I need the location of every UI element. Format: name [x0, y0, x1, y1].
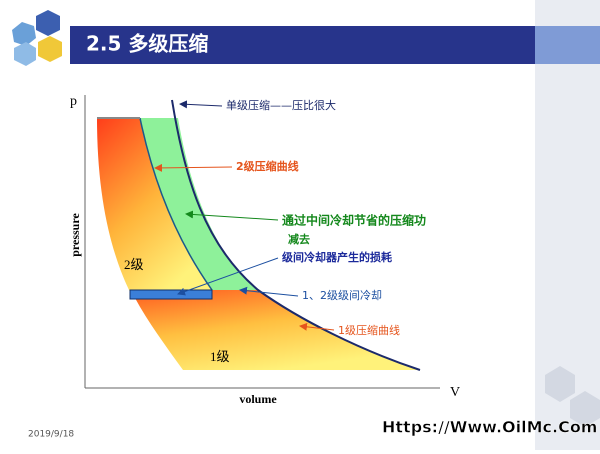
header-bar — [70, 26, 535, 64]
slide-title: 2.5 多级压缩 — [86, 32, 208, 56]
x-label: volume — [239, 392, 277, 406]
watermark: Https://Www.OilMc.Com — [382, 418, 597, 437]
arrow — [185, 210, 279, 221]
x-symbol: V — [450, 385, 460, 400]
annotation: 单级压缩——压比很大 — [226, 98, 336, 112]
y-symbol: p — [70, 94, 77, 109]
region-label: 2级 — [124, 257, 144, 272]
annotation: 减去 — [288, 232, 310, 246]
arrow — [177, 257, 279, 296]
annotation: 1级压缩曲线 — [338, 323, 400, 337]
arrow — [299, 322, 335, 331]
arrow — [154, 163, 233, 172]
stage2-region — [97, 118, 212, 292]
arrow — [239, 286, 299, 297]
side-hexagons — [545, 366, 600, 427]
annotation: 级间冷却器产生的损耗 — [281, 250, 392, 264]
intercooler-bar — [129, 289, 213, 300]
annotation: 1、2级级间冷却 — [302, 289, 382, 302]
stage1-region — [135, 290, 420, 370]
arrow — [179, 100, 223, 109]
logo — [12, 10, 62, 66]
date: 2019/9/18 — [28, 430, 74, 440]
header-bar-end — [535, 26, 600, 64]
annotation: 2级压缩曲线 — [236, 159, 299, 173]
stage2-curve — [139, 117, 213, 291]
region-label: 1级 — [210, 349, 230, 364]
y-label: pressure — [68, 213, 82, 257]
annotation: 通过中间冷却节省的压缩功 — [282, 213, 426, 228]
